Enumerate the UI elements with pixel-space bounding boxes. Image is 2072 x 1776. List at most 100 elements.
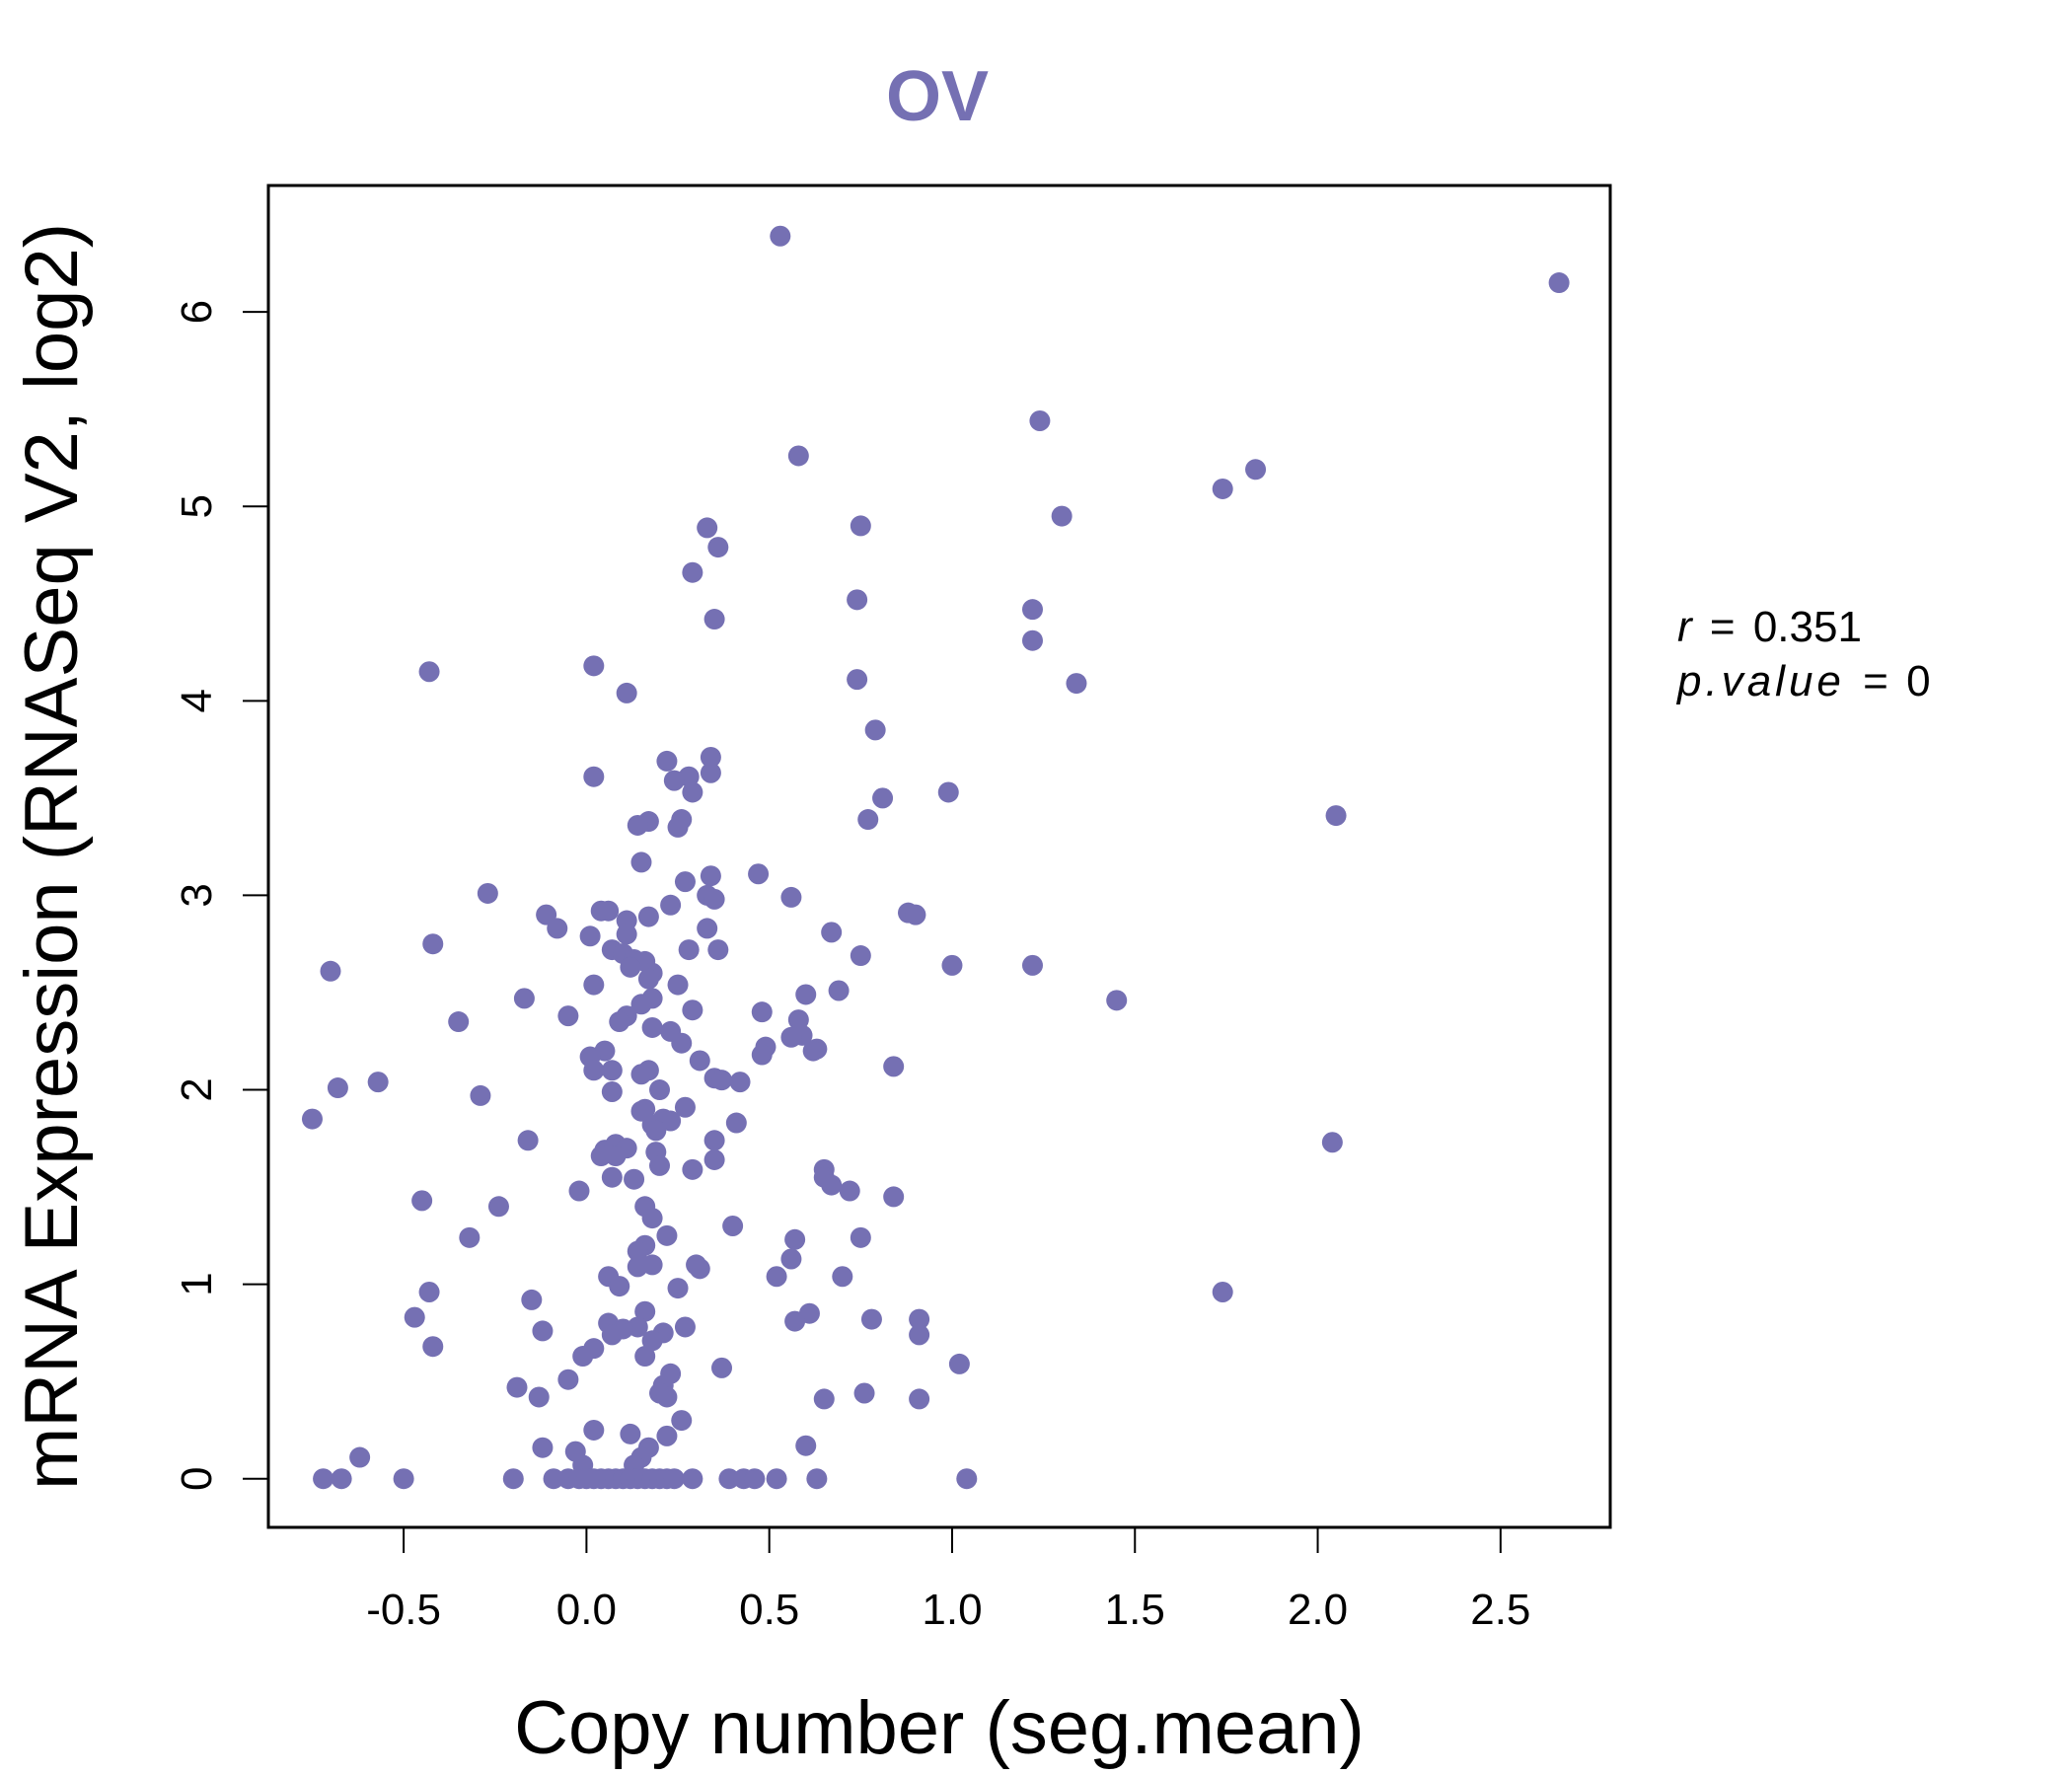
data-point	[909, 1308, 930, 1330]
data-point	[487, 1196, 509, 1218]
data-point	[502, 1468, 524, 1490]
plot-frame	[266, 184, 1612, 1529]
data-point	[331, 1468, 352, 1490]
data-point	[883, 1186, 905, 1208]
data-point	[941, 954, 963, 976]
data-point	[649, 1079, 671, 1101]
data-point	[766, 1266, 787, 1288]
data-point	[627, 1240, 648, 1262]
data-point	[470, 1084, 491, 1106]
data-point	[477, 882, 498, 904]
data-point	[847, 669, 868, 691]
data-point	[711, 1070, 733, 1091]
data-point	[404, 1306, 425, 1328]
data-point	[864, 719, 886, 741]
data-point	[703, 888, 725, 910]
data-points	[301, 225, 1570, 1490]
data-point	[620, 1423, 641, 1444]
data-point	[663, 770, 685, 791]
data-point	[722, 1215, 744, 1236]
data-point	[860, 1308, 882, 1330]
data-point	[780, 1248, 802, 1270]
data-point	[598, 900, 620, 922]
data-point	[660, 894, 682, 916]
data-point	[770, 225, 791, 247]
data-point	[528, 1386, 550, 1408]
data-point	[682, 561, 703, 583]
data-point	[637, 968, 659, 990]
data-point	[674, 871, 696, 893]
data-point	[448, 1011, 470, 1033]
data-point	[422, 1336, 444, 1358]
data-point	[667, 816, 689, 838]
data-point	[627, 1256, 648, 1278]
data-point	[795, 1435, 817, 1456]
data-point	[649, 1154, 671, 1176]
data-point	[459, 1226, 481, 1248]
data-point	[909, 1324, 930, 1346]
data-point	[682, 781, 703, 803]
data-point	[1066, 673, 1087, 695]
data-point	[1021, 954, 1043, 976]
data-point	[517, 1130, 539, 1151]
data-point	[532, 1437, 554, 1458]
data-point	[656, 1224, 678, 1246]
data-point	[616, 924, 637, 945]
data-point	[630, 1064, 652, 1085]
data-point	[660, 1110, 682, 1132]
data-point	[667, 1278, 689, 1299]
pvalue-annotation: p.value = 0	[1675, 657, 1931, 705]
data-point	[883, 1056, 905, 1077]
data-point	[641, 1208, 663, 1229]
data-point	[557, 1005, 579, 1027]
x-axis: -0.5 0.0 0.5 1.0 1.5 2.0 2.5	[366, 1526, 1530, 1634]
data-point	[1245, 459, 1267, 481]
data-point	[583, 1060, 605, 1081]
data-point	[1021, 629, 1043, 651]
data-point	[821, 1174, 843, 1196]
data-point	[813, 1388, 835, 1410]
data-point	[601, 1166, 623, 1188]
data-point	[609, 1276, 630, 1297]
x-tick-label: 0.5	[739, 1586, 799, 1634]
data-point	[630, 994, 652, 1015]
data-point	[700, 746, 721, 768]
data-point	[689, 1050, 710, 1072]
data-point	[521, 1289, 543, 1310]
data-point	[725, 1112, 747, 1134]
data-point	[624, 1168, 645, 1190]
data-point	[590, 1146, 612, 1167]
data-point	[422, 933, 444, 955]
data-point	[689, 1258, 710, 1280]
data-point	[320, 960, 341, 982]
data-point	[905, 904, 926, 925]
y-tick-label: 2	[173, 1077, 221, 1101]
data-point	[787, 1009, 809, 1031]
data-point	[766, 1468, 787, 1490]
data-point	[806, 1468, 828, 1490]
y-axis: 0 1 2 3 4 5 6	[173, 300, 269, 1491]
data-point	[703, 1148, 725, 1170]
data-point	[532, 1320, 554, 1342]
data-point	[367, 1072, 389, 1093]
data-point	[697, 517, 718, 539]
data-point	[667, 974, 689, 996]
y-tick-label: 4	[173, 689, 221, 712]
data-point	[821, 922, 843, 943]
data-point	[349, 1446, 371, 1468]
data-point	[418, 661, 440, 683]
data-point	[956, 1468, 978, 1490]
data-point	[1321, 1132, 1343, 1153]
data-point	[656, 1386, 678, 1408]
data-point	[301, 1108, 323, 1130]
data-point	[697, 918, 718, 939]
data-point	[748, 863, 770, 885]
data-point	[780, 1026, 802, 1048]
data-point	[751, 1001, 773, 1023]
r-label: r	[1677, 603, 1694, 651]
data-point	[1021, 599, 1043, 621]
data-point	[850, 945, 871, 967]
x-tick-label: 1.5	[1105, 1586, 1165, 1634]
data-point	[634, 1300, 656, 1322]
data-point	[678, 939, 700, 961]
